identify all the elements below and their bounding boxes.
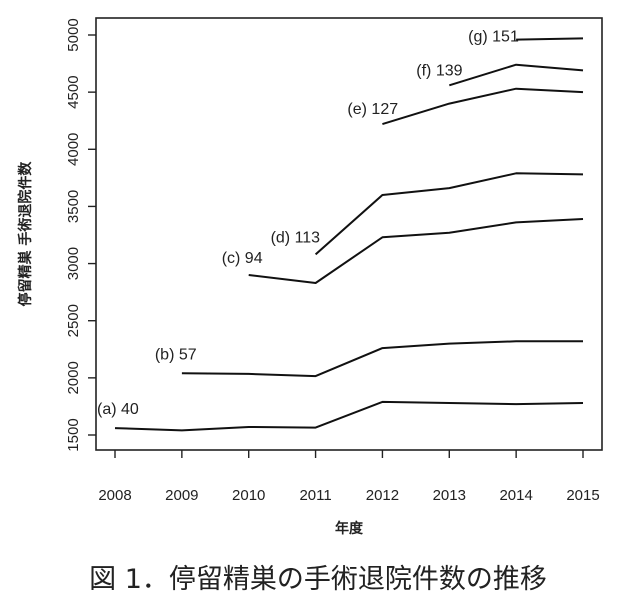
x-tick-label: 2012 [366,487,399,504]
ticks-layer: 2008 2009 2010 2011 2012 2013 2014 2015 1500 2000… [65,18,600,504]
y-axis-title: 停留精巣 手術退院件数 [17,161,34,307]
series-line [516,37,584,41]
series-line [114,400,584,432]
x-tick-label: 2008 [98,487,131,504]
x-tick-label: 2011 [299,487,331,504]
series-label: (e) 127 [347,101,398,118]
series-label: (c) 94 [222,250,263,267]
x-tick-label: 2013 [433,487,466,504]
series-label: (f) 139 [416,62,462,79]
y-tick-label: 3500 [65,190,82,223]
series-label: (a) 40 [97,401,139,418]
series-line [248,218,584,284]
y-tick-label: 4500 [65,75,82,108]
plot-frame [95,17,603,451]
y-tick-label: 2500 [65,304,82,337]
y-tick-label: 2000 [65,361,82,394]
series-label: (g) 151 [468,29,519,46]
labels-layer: (a) 40 (b) 57 (c) 94 (d) 113 (e) 127 (f) 139 (… [97,29,519,419]
series-line [314,172,584,256]
x-tick-label: 2015 [566,487,599,504]
series-label: (b) 57 [155,346,197,363]
series-line [449,63,584,87]
series-line [181,340,583,378]
y-tick-label: 4000 [65,133,82,166]
y-tick-label: 5000 [65,18,82,51]
x-axis-title: 年度 [335,520,364,537]
x-tick-label: 2009 [165,487,198,504]
figure-caption: 図 1．停留精巣の手術退院件数の推移 [89,564,547,595]
series-line [382,87,584,126]
series-label: (d) 113 [271,229,321,246]
series-layer [114,37,584,432]
x-tick-label: 2010 [232,487,265,504]
x-tick-label: 2014 [499,487,532,504]
y-tick-label: 1500 [65,418,82,451]
y-tick-label: 3000 [65,247,82,280]
